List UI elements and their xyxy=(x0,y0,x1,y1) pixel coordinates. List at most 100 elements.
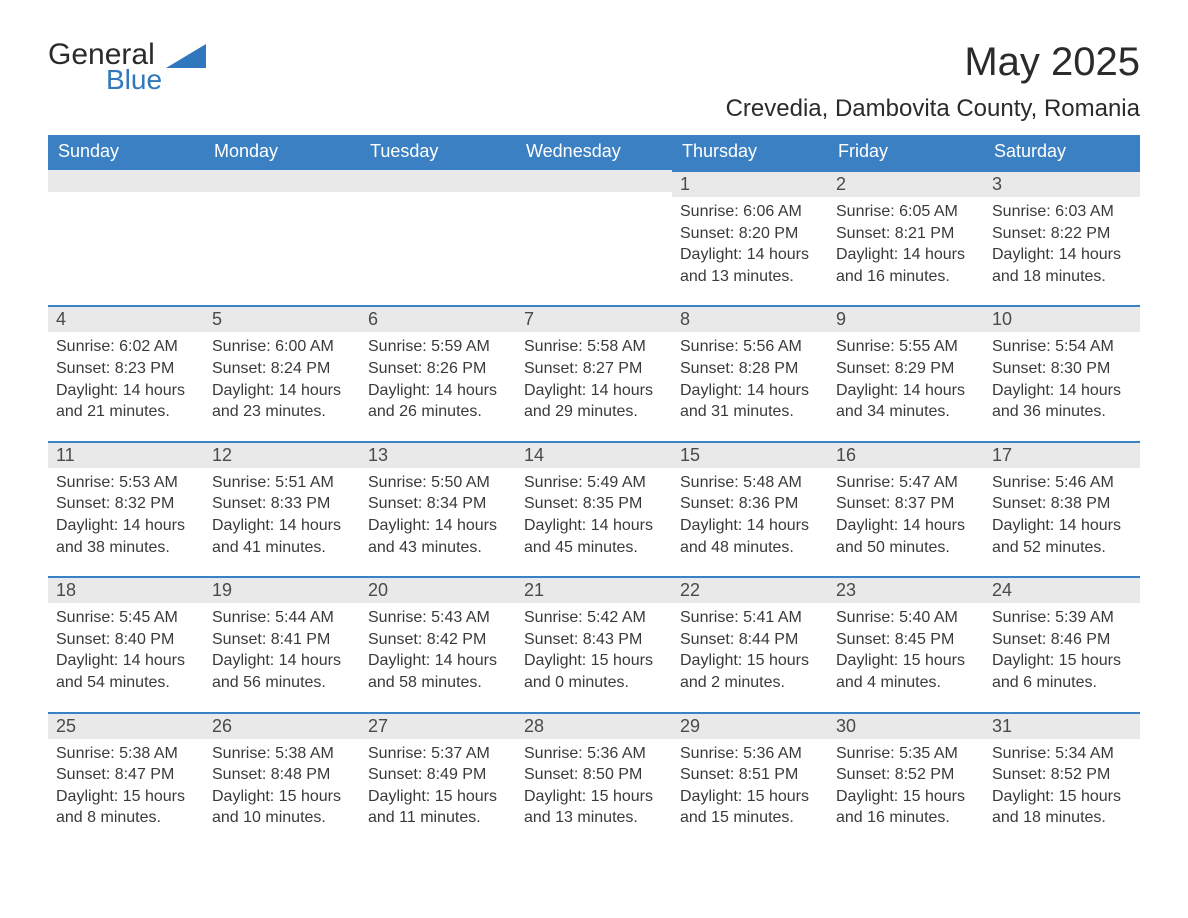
day-number-row: 21 xyxy=(516,576,672,603)
day-number: 20 xyxy=(368,580,388,600)
sunset-text: Sunset: 8:52 PM xyxy=(992,764,1132,786)
sunset-text: Sunset: 8:49 PM xyxy=(368,764,508,786)
day-number: 19 xyxy=(212,580,232,600)
calendar-cell: 11 Sunrise: 5:53 AMSunset: 8:32 PMDayligh… xyxy=(48,441,204,576)
day-number-row: 15 xyxy=(672,441,828,468)
day-number-row: 25 xyxy=(48,712,204,739)
daylight-text: Daylight: 15 hours and 8 minutes. xyxy=(56,786,196,829)
day-info: Sunrise: 5:59 AMSunset: 8:26 PMDaylight:… xyxy=(368,336,508,422)
day-number: 29 xyxy=(680,716,700,736)
day-info: Sunrise: 6:03 AMSunset: 8:22 PMDaylight:… xyxy=(992,201,1132,287)
day-number: 8 xyxy=(680,309,690,329)
day-number: 25 xyxy=(56,716,76,736)
calendar-cell: 26Sunrise: 5:38 AMSunset: 8:48 PMDayligh… xyxy=(204,712,360,847)
calendar-cell xyxy=(204,170,360,305)
daylight-text: Daylight: 14 hours and 41 minutes. xyxy=(212,515,352,558)
month-title: May 2025 xyxy=(726,40,1140,85)
sunrise-text: Sunrise: 6:03 AM xyxy=(992,201,1132,223)
sunrise-text: Sunrise: 5:39 AM xyxy=(992,607,1132,629)
daylight-text: Daylight: 14 hours and 29 minutes. xyxy=(524,380,664,423)
day-info: Sunrise: 5:47 AMSunset: 8:37 PMDaylight:… xyxy=(836,472,976,558)
day-number: 11 xyxy=(56,445,75,465)
day-number-row: 17 xyxy=(984,441,1140,468)
day-number-row: 16 xyxy=(828,441,984,468)
day-number-row: 9 xyxy=(828,305,984,332)
day-number: 13 xyxy=(368,445,388,465)
calendar-cell: 9Sunrise: 5:55 AMSunset: 8:29 PMDaylight… xyxy=(828,305,984,440)
sunset-text: Sunset: 8:41 PM xyxy=(212,629,352,651)
sunset-text: Sunset: 8:34 PM xyxy=(368,493,508,515)
sunrise-text: Sunrise: 5:45 AM xyxy=(56,607,196,629)
sunrise-text: Sunrise: 5:43 AM xyxy=(368,607,508,629)
day-number-row: 24 xyxy=(984,576,1140,603)
daylight-text: Daylight: 15 hours and 18 minutes. xyxy=(992,786,1132,829)
sunset-text: Sunset: 8:36 PM xyxy=(680,493,820,515)
day-info: Sunrise: 6:06 AMSunset: 8:20 PMDaylight:… xyxy=(680,201,820,287)
sunset-text: Sunset: 8:33 PM xyxy=(212,493,352,515)
calendar-cell: 25Sunrise: 5:38 AMSunset: 8:47 PMDayligh… xyxy=(48,712,204,847)
daylight-text: Daylight: 14 hours and 48 minutes. xyxy=(680,515,820,558)
day-number-row: 19 xyxy=(204,576,360,603)
sunset-text: Sunset: 8:23 PM xyxy=(56,358,196,380)
day-number-row: 23 xyxy=(828,576,984,603)
calendar-cell: 20Sunrise: 5:43 AMSunset: 8:42 PMDayligh… xyxy=(360,576,516,711)
day-number: 9 xyxy=(836,309,846,329)
sunset-text: Sunset: 8:24 PM xyxy=(212,358,352,380)
calendar-cell: 29 Sunrise: 5:36 AMSunset: 8:51 PMDayligh… xyxy=(672,712,828,847)
sunrise-text: Sunrise: 5:36 AM xyxy=(524,743,664,765)
day-number-row: 8 xyxy=(672,305,828,332)
sunrise-text: Sunrise: 5:36 AM xyxy=(680,743,820,765)
day-info: Sunrise: 5:36 AMSunset: 8:51 PMDaylight:… xyxy=(680,743,820,829)
day-info: Sunrise: 6:02 AMSunset: 8:23 PMDaylight:… xyxy=(56,336,196,422)
day-number: 31 xyxy=(992,716,1012,736)
calendar-cell: 12Sunrise: 5:51 AMSunset: 8:33 PMDayligh… xyxy=(204,441,360,576)
calendar-cell xyxy=(48,170,204,305)
day-info: Sunrise: 5:46 AMSunset: 8:38 PMDaylight:… xyxy=(992,472,1132,558)
day-number: 30 xyxy=(836,716,856,736)
sunrise-text: Sunrise: 5:47 AM xyxy=(836,472,976,494)
sunset-text: Sunset: 8:22 PM xyxy=(992,223,1132,245)
calendar-cell: 14Sunrise: 5:49 AMSunset: 8:35 PMDayligh… xyxy=(516,441,672,576)
calendar-grid: SundayMondayTuesdayWednesdayThursdayFrid… xyxy=(48,135,1140,847)
day-number-row: 3 xyxy=(984,170,1140,197)
calendar-cell: 15 Sunrise: 5:48 AMSunset: 8:36 PMDayligh… xyxy=(672,441,828,576)
day-number-row: 20 xyxy=(360,576,516,603)
day-header: Tuesday xyxy=(360,135,516,170)
calendar-cell xyxy=(360,170,516,305)
calendar-cell: 4Sunrise: 6:02 AMSunset: 8:23 PMDaylight… xyxy=(48,305,204,440)
day-number: 10 xyxy=(992,309,1012,329)
calendar-cell: 30Sunrise: 5:35 AMSunset: 8:52 PMDayligh… xyxy=(828,712,984,847)
day-number-row: 5 xyxy=(204,305,360,332)
sunset-text: Sunset: 8:32 PM xyxy=(56,493,196,515)
daylight-text: Daylight: 14 hours and 21 minutes. xyxy=(56,380,196,423)
sunset-text: Sunset: 8:43 PM xyxy=(524,629,664,651)
sunset-text: Sunset: 8:40 PM xyxy=(56,629,196,651)
day-number-row: 18 xyxy=(48,576,204,603)
day-info: Sunrise: 5:44 AMSunset: 8:41 PMDaylight:… xyxy=(212,607,352,693)
day-info: Sunrise: 5:53 AMSunset: 8:32 PMDaylight:… xyxy=(56,472,196,558)
day-number: 2 xyxy=(836,174,846,194)
daylight-text: Daylight: 15 hours and 6 minutes. xyxy=(992,650,1132,693)
brand-triangle-icon xyxy=(166,44,206,70)
sunrise-text: Sunrise: 5:48 AM xyxy=(680,472,820,494)
day-number-row: 13 xyxy=(360,441,516,468)
sunset-text: Sunset: 8:28 PM xyxy=(680,358,820,380)
day-number: 27 xyxy=(368,716,388,736)
day-number: 15 xyxy=(680,445,700,465)
sunset-text: Sunset: 8:47 PM xyxy=(56,764,196,786)
day-number-row: 11 xyxy=(48,441,204,468)
calendar-cell: 7Sunrise: 5:58 AMSunset: 8:27 PMDaylight… xyxy=(516,305,672,440)
day-info: Sunrise: 5:48 AMSunset: 8:36 PMDaylight:… xyxy=(680,472,820,558)
calendar-cell: 3 Sunrise: 6:03 AMSunset: 8:22 PMDaylight… xyxy=(984,170,1140,305)
daylight-text: Daylight: 14 hours and 56 minutes. xyxy=(212,650,352,693)
sunrise-text: Sunrise: 5:50 AM xyxy=(368,472,508,494)
sunset-text: Sunset: 8:26 PM xyxy=(368,358,508,380)
brand-logo: General Blue xyxy=(48,40,206,96)
day-number: 16 xyxy=(836,445,856,465)
title-block: May 2025 Crevedia, Dambovita County, Rom… xyxy=(726,40,1140,131)
empty-day-row xyxy=(516,170,672,192)
daylight-text: Daylight: 15 hours and 16 minutes. xyxy=(836,786,976,829)
day-info: Sunrise: 5:54 AMSunset: 8:30 PMDaylight:… xyxy=(992,336,1132,422)
day-info: Sunrise: 5:42 AMSunset: 8:43 PMDaylight:… xyxy=(524,607,664,693)
sunrise-text: Sunrise: 5:46 AM xyxy=(992,472,1132,494)
